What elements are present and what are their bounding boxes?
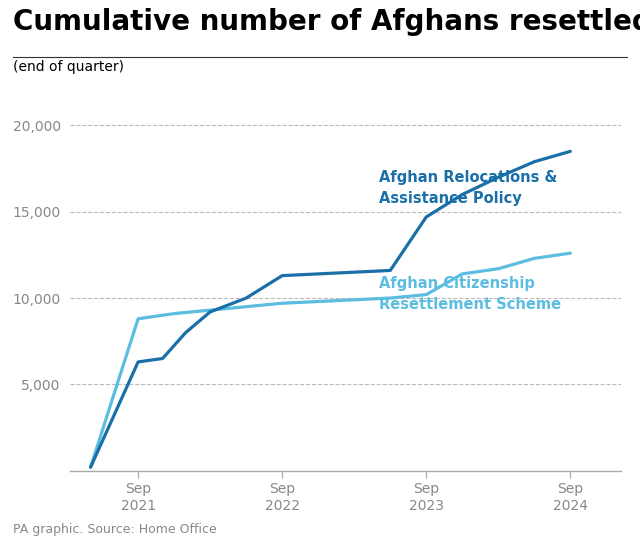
Text: (end of quarter): (end of quarter): [13, 60, 124, 74]
Text: Afghan Relocations &
Assistance Policy: Afghan Relocations & Assistance Policy: [379, 170, 557, 206]
Text: Afghan Citizenship
Resettlement Scheme: Afghan Citizenship Resettlement Scheme: [379, 275, 561, 312]
Text: Cumulative number of Afghans resettled in UK: Cumulative number of Afghans resettled i…: [13, 8, 640, 36]
Text: PA graphic. Source: Home Office: PA graphic. Source: Home Office: [13, 523, 216, 536]
